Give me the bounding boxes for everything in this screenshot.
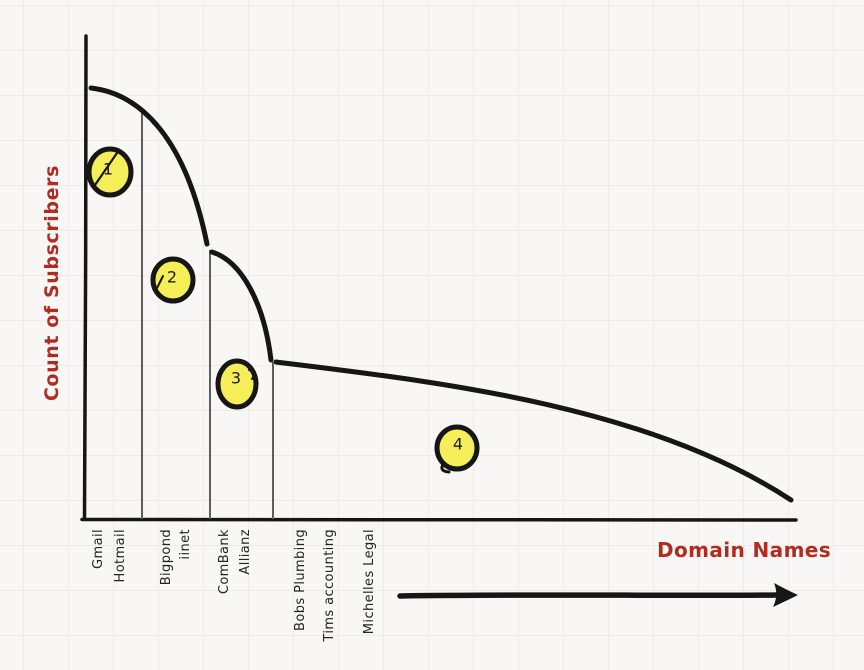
marker-circle-1 [86,146,134,198]
x-axis-line [80,517,798,522]
x-tick-label-bigpond: Bigpond [159,529,174,586]
y-axis-line [82,34,88,521]
x-tick-label-michelles-legal: Michelles Legal [362,529,377,635]
x-tick-label-tims-accounting: Tims accounting [322,529,337,642]
x-tick-label-allianz: Allianz [238,529,253,575]
marker-circle-4 [434,424,480,474]
x-tick-label-gmail: Gmail [91,529,106,569]
marker-number-3: 3 [230,368,242,388]
x-tick-label-bobs-plumbing: Bobs Plumbing [293,529,308,631]
marker-circle-2 [150,256,196,304]
y-axis-title: Count of Subscribers [41,165,63,402]
x-direction-arrow-shaft [397,592,782,599]
x-tick-label-combank: ComBank [217,529,232,595]
x-tick-label-iinet: iinet [178,529,193,560]
marker-circle-3 [215,358,259,410]
x-tick-label-hotmail: Hotmail [113,529,128,583]
marker-number-4: 4 [452,434,464,454]
curve-segment-3-long-tail [273,359,794,503]
right-arrowhead-icon [773,583,798,607]
curve-segment-2 [209,249,274,363]
marker-number-2: 2 [166,267,178,287]
curve-segment-1 [88,85,210,247]
marker-number-1: 1 [102,159,114,179]
x-axis-title: Domain Names [657,538,832,562]
